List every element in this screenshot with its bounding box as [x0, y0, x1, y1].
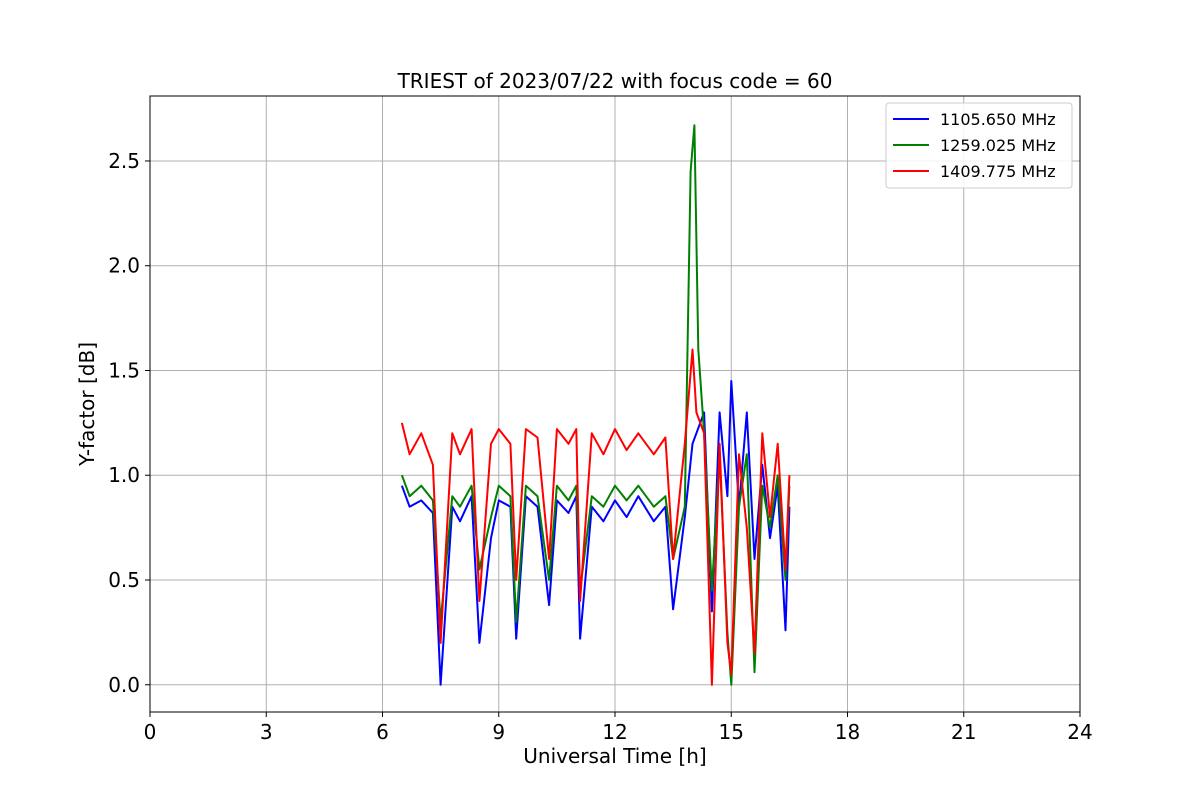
- x-tick-label: 15: [719, 720, 744, 744]
- y-tick-label: 2.0: [108, 254, 140, 278]
- x-tick-label: 24: [1067, 720, 1092, 744]
- x-axis-label: Universal Time [h]: [523, 744, 706, 768]
- legend: 1105.650 MHz 1259.025 MHz 1409.775 MHz: [885, 102, 1073, 189]
- y-axis-ticks: 0.0 0.5 1.0 1.5 2.0 2.5: [108, 149, 150, 697]
- legend-entry-label: 1259.025 MHz: [940, 136, 1056, 155]
- y-axis-label: Y-factor [dB]: [75, 342, 99, 467]
- x-tick-label: 21: [951, 720, 976, 744]
- y-tick-label: 0.0: [108, 673, 140, 697]
- x-axis-ticks: 0 3 6 9 12 15 18 21 24: [144, 712, 1093, 744]
- y-tick-label: 1.0: [108, 463, 140, 487]
- plot-lines: [400, 124, 791, 686]
- legend-entry-label: 1105.650 MHz: [940, 110, 1056, 129]
- x-tick-label: 12: [602, 720, 627, 744]
- x-tick-label: 6: [376, 720, 389, 744]
- y-tick-label: 0.5: [108, 568, 140, 592]
- legend-entry-label: 1409.775 MHz: [940, 162, 1056, 181]
- x-tick-label: 18: [835, 720, 860, 744]
- series-line-2: [400, 124, 791, 686]
- x-tick-label: 9: [492, 720, 505, 744]
- chart-title: TRIEST of 2023/07/22 with focus code = 6…: [397, 69, 833, 93]
- legend-box: [885, 102, 1073, 189]
- x-tick-label: 0: [144, 720, 157, 744]
- x-tick-label: 3: [260, 720, 273, 744]
- y-tick-label: 1.5: [108, 358, 140, 382]
- y-tick-label: 2.5: [108, 149, 140, 173]
- series-line-3: [400, 348, 791, 686]
